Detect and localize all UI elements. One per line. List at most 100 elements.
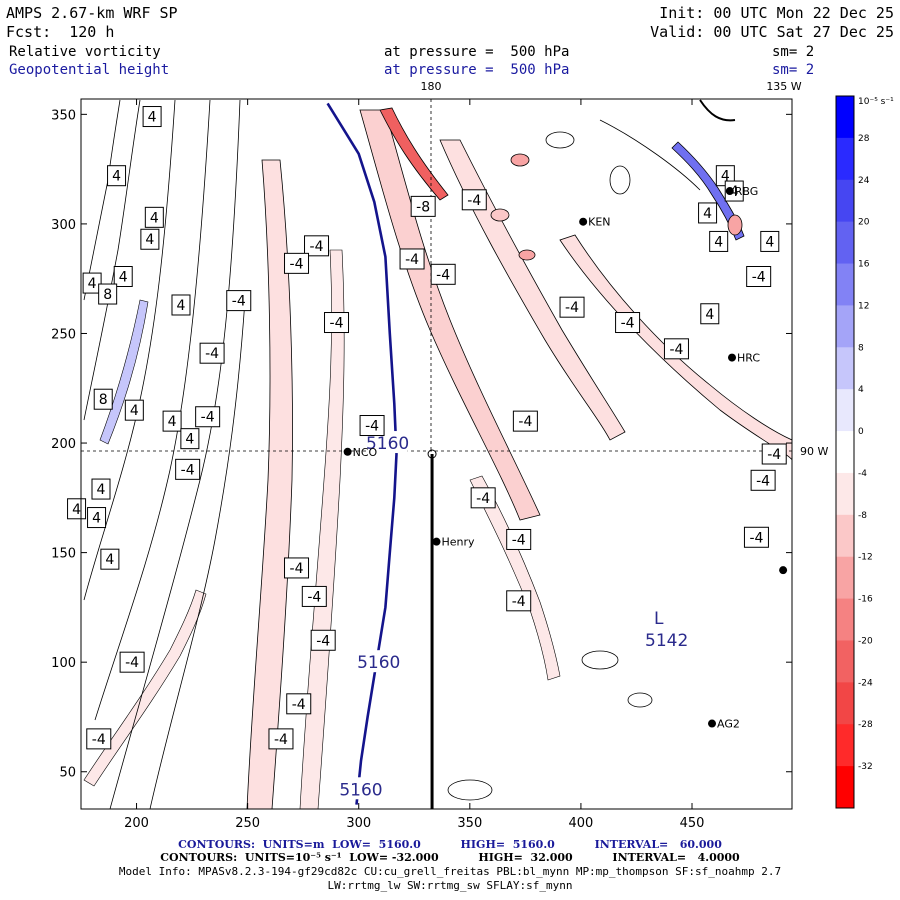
vorticity-contour-label: 4 (150, 210, 159, 226)
vorticity-label-box (304, 235, 330, 257)
vorticity-label-box (286, 693, 312, 715)
vorticity-label-box (171, 294, 191, 316)
station-marker (343, 447, 352, 456)
colorbar-segment (836, 682, 854, 725)
vorticity-label-box (180, 428, 200, 450)
vorticity-label-box (86, 728, 112, 750)
colorbar-tick-label: 24 (858, 176, 870, 186)
vorticity-contour-label: 4 (97, 482, 106, 498)
cross-point-marker (427, 449, 437, 459)
y-tick-label: 350 (51, 108, 76, 123)
vorticity-contour (609, 165, 631, 195)
vorticity-contour-label: 4 (168, 414, 177, 430)
vorticity-shading (81, 99, 792, 809)
colorbar-segment (836, 556, 854, 600)
vorticity-label-box (512, 410, 538, 432)
station-marker (579, 217, 588, 226)
vorticity-band (83, 589, 207, 787)
vorticity-label-box (284, 557, 310, 579)
vorticity-band (439, 139, 626, 441)
vorticity-label-box (761, 443, 787, 465)
station-label: KEN (588, 216, 610, 229)
vorticity-label-box (615, 312, 641, 334)
vorticity-label-box (268, 728, 294, 750)
colorbar-segment (836, 347, 854, 390)
vorticity-contour-label: -4 (274, 732, 288, 748)
vorticity-contour-label: -4 (310, 239, 324, 255)
vorticity-contour-label: -4 (565, 300, 579, 316)
vorticity-contour (599, 119, 701, 191)
vorticity-label-box (470, 487, 496, 509)
vorticity-core (727, 214, 743, 236)
colorbar-tick-label: -32 (858, 762, 873, 772)
station-marker (725, 187, 734, 196)
vorticity-label-box (119, 651, 145, 673)
y-tick-label: 50 (59, 766, 76, 781)
vorticity-contour-label: -4 (752, 270, 766, 286)
colorbar-segment (836, 263, 854, 306)
vorticity-contour-label: 8 (103, 287, 112, 303)
vorticity-contour-label: -4 (290, 561, 304, 577)
x-tick-label: 400 (569, 816, 594, 831)
station-marker (779, 566, 788, 575)
colorbar-segment (836, 598, 854, 641)
vorticity-label-box (324, 312, 350, 334)
vorticity-contour-label: 4 (72, 502, 81, 518)
colorbar-segment (836, 472, 854, 516)
vorticity-label-box (82, 272, 102, 294)
station-marker (708, 719, 717, 728)
vorticity-label-box (709, 230, 729, 252)
colorbar-tick-label: -24 (858, 678, 873, 688)
vorticity-core (518, 249, 536, 261)
vorticity-label-box (124, 399, 144, 421)
field1-name: Relative vorticity (9, 44, 161, 60)
station-marker (728, 353, 737, 362)
colorbar-tick-label: -8 (858, 511, 867, 521)
station-label: AG2 (717, 718, 740, 731)
vorticity-contour-label: -4 (307, 589, 321, 605)
colorbar-segment (836, 137, 854, 181)
vorticity-contour-label: 4 (765, 234, 774, 250)
vorticity-contour-label: 4 (148, 110, 157, 126)
x-tick-label: 200 (124, 816, 149, 831)
vorticity-contour-label: -4 (292, 697, 306, 713)
vorticity-label-box (663, 338, 689, 360)
vorticity-contour (581, 650, 619, 670)
vorticity-contour-label: 4 (714, 234, 723, 250)
colorbar-tick-label: 12 (858, 301, 869, 311)
vorticity-contour-label: 4 (92, 511, 101, 527)
x-tick-label: 450 (680, 816, 705, 831)
vorticity-contour-label: 4 (145, 232, 154, 248)
vorticity-label-box (760, 230, 780, 252)
contour-label-bg (367, 431, 408, 454)
colorbar-tick-label: 4 (858, 385, 864, 395)
vorticity-contour-label: -4 (232, 294, 246, 310)
colorbar-tick-label: 8 (858, 343, 864, 353)
colorbar-frame (835, 95, 855, 809)
vorticity-contour-label: -4 (749, 530, 763, 546)
field2-name: Geopotential height (9, 62, 170, 78)
vorticity-contour-label: -4 (92, 732, 106, 748)
vorticity-contour-label: 4 (185, 432, 194, 448)
vorticity-contour-info: CONTOURS: UNITS=10⁻⁵ s⁻¹ LOW= -32.000 (160, 851, 439, 864)
vorticity-contour-label: 4 (105, 552, 114, 568)
vorticity-contour-label: -4 (181, 462, 195, 478)
plot-frame (80, 98, 793, 810)
vorticity-contour-label: -4 (518, 414, 532, 430)
vorticity-contour-label: 8 (99, 392, 108, 408)
vorticity-label-box (113, 266, 133, 287)
vorticity-contour-label: 4 (88, 276, 97, 292)
model-title: AMPS 2.67-km WRF SP (6, 4, 178, 22)
vorticity-contour-label: -4 (405, 252, 419, 268)
footer-line1: CONTOURS: UNITS=m LOW= 5160.0 HIGH= 5160… (0, 838, 900, 851)
vorticity-label-box (226, 290, 252, 312)
vorticity-contour (545, 131, 575, 149)
vorticity-contour-label: -4 (330, 316, 344, 332)
vorticity-contour-label: -4 (290, 256, 304, 272)
colorbar-segment (836, 514, 854, 558)
vorticity-contour-label: 4 (112, 169, 121, 185)
height-contour-5160 (326, 102, 398, 805)
vorticity-label-box (506, 590, 532, 612)
low-pressure-value: 5142 (645, 631, 688, 651)
vorticity-contour (447, 779, 493, 801)
